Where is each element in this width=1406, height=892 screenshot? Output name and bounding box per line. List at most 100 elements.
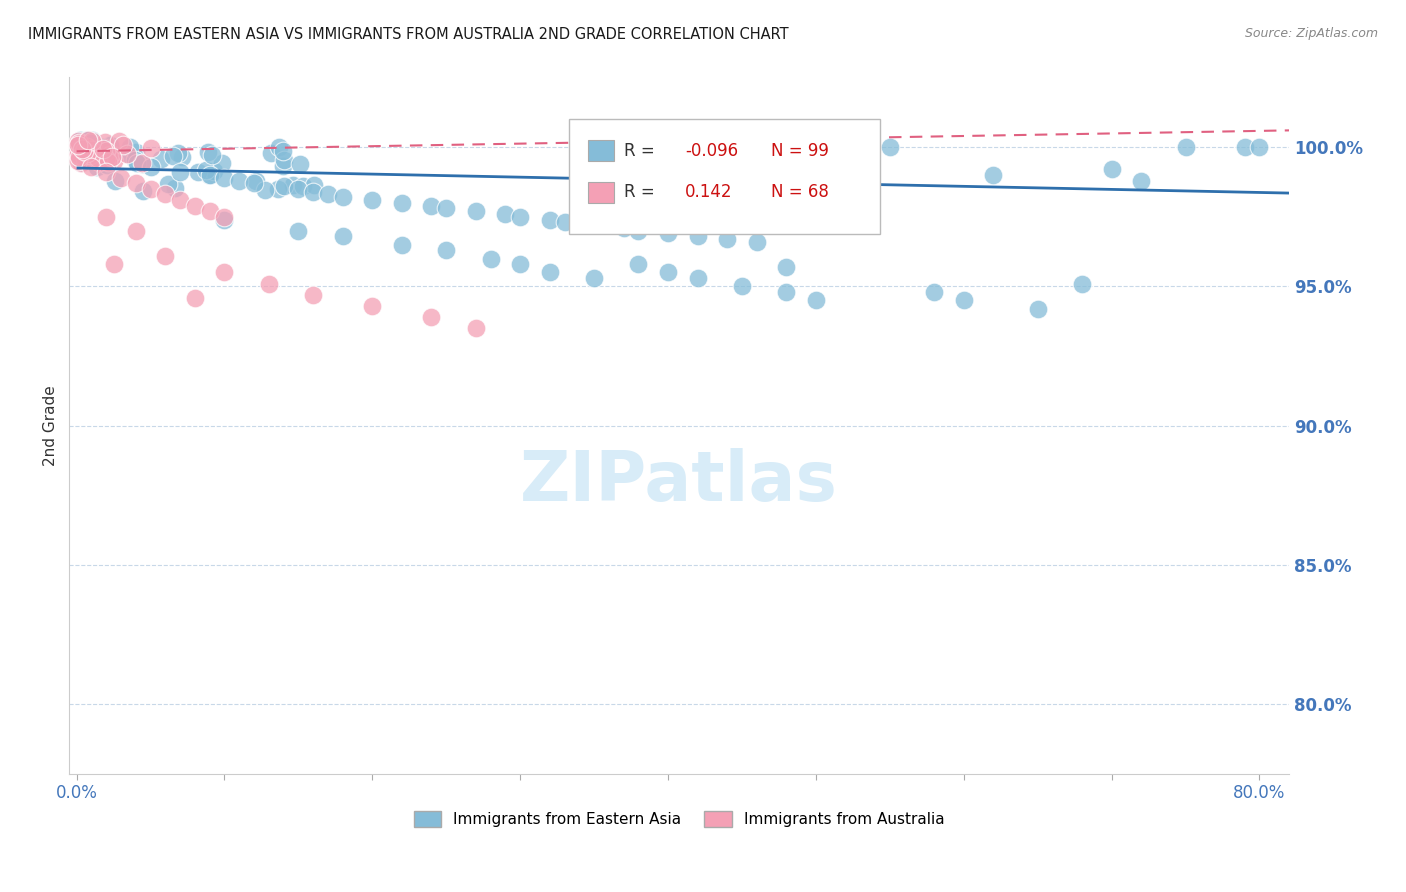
Point bbox=[96, 158, 118, 172]
Point bbox=[1174, 140, 1197, 154]
Point bbox=[101, 148, 124, 162]
Point bbox=[76, 145, 98, 160]
Point bbox=[434, 202, 457, 216]
Point bbox=[464, 321, 486, 335]
Point bbox=[1101, 162, 1123, 177]
Point bbox=[302, 185, 325, 199]
Point bbox=[76, 140, 98, 154]
Point bbox=[70, 153, 93, 167]
Point bbox=[775, 260, 797, 274]
Point bbox=[228, 173, 250, 187]
Point bbox=[69, 156, 91, 170]
Point bbox=[291, 178, 314, 193]
Point bbox=[211, 156, 233, 170]
Point bbox=[91, 142, 114, 156]
Point bbox=[156, 177, 179, 191]
Point bbox=[273, 153, 295, 168]
Text: IMMIGRANTS FROM EASTERN ASIA VS IMMIGRANTS FROM AUSTRALIA 2ND GRADE CORRELATION : IMMIGRANTS FROM EASTERN ASIA VS IMMIGRAN… bbox=[28, 27, 789, 42]
Point bbox=[131, 156, 153, 170]
Point bbox=[879, 140, 901, 154]
Point bbox=[287, 224, 309, 238]
Point bbox=[155, 187, 177, 202]
Point bbox=[69, 141, 91, 155]
Point bbox=[69, 146, 91, 161]
Point bbox=[97, 155, 120, 169]
Point bbox=[103, 153, 125, 168]
Point bbox=[125, 145, 148, 159]
Point bbox=[267, 182, 290, 196]
Point bbox=[94, 144, 117, 158]
Point bbox=[67, 154, 90, 169]
Point bbox=[201, 147, 224, 161]
Point bbox=[79, 147, 101, 161]
Point bbox=[214, 212, 236, 227]
Point bbox=[80, 150, 103, 164]
Point bbox=[538, 265, 561, 279]
Point bbox=[169, 193, 191, 207]
Point bbox=[94, 152, 117, 166]
Point bbox=[150, 152, 173, 166]
Point bbox=[67, 134, 90, 148]
Point bbox=[98, 148, 121, 162]
Point bbox=[67, 150, 90, 164]
Point bbox=[361, 299, 384, 313]
Point bbox=[245, 174, 267, 188]
Point bbox=[304, 178, 326, 193]
Point bbox=[69, 150, 91, 164]
Point bbox=[1130, 173, 1153, 187]
Point bbox=[80, 146, 103, 161]
Point bbox=[70, 142, 93, 156]
Point bbox=[104, 174, 127, 188]
Point bbox=[69, 149, 91, 163]
Point bbox=[67, 138, 90, 153]
Point bbox=[118, 140, 141, 154]
Point bbox=[103, 257, 125, 271]
Point bbox=[83, 145, 105, 159]
Point bbox=[583, 218, 606, 232]
Point bbox=[89, 155, 111, 169]
Point bbox=[76, 146, 98, 161]
Point bbox=[73, 145, 96, 159]
Point bbox=[613, 220, 636, 235]
Point bbox=[391, 237, 413, 252]
Point bbox=[420, 310, 443, 324]
Point bbox=[243, 177, 266, 191]
Text: R =: R = bbox=[624, 184, 665, 202]
Point bbox=[686, 271, 709, 285]
Point bbox=[98, 138, 121, 153]
Point bbox=[202, 164, 225, 178]
Bar bbox=[588, 140, 614, 161]
Point bbox=[108, 134, 131, 148]
Point bbox=[434, 243, 457, 257]
Point bbox=[139, 140, 162, 154]
Point bbox=[72, 153, 94, 167]
Point bbox=[69, 148, 91, 162]
Point bbox=[538, 212, 561, 227]
Point bbox=[1071, 277, 1094, 291]
Point bbox=[260, 146, 283, 161]
Point bbox=[332, 190, 354, 204]
Point bbox=[281, 178, 304, 192]
Point bbox=[184, 291, 207, 305]
Point bbox=[184, 199, 207, 213]
Point bbox=[96, 210, 118, 224]
Point bbox=[79, 142, 101, 156]
Text: Source: ZipAtlas.com: Source: ZipAtlas.com bbox=[1244, 27, 1378, 40]
Text: ZIPatlas: ZIPatlas bbox=[520, 448, 838, 515]
Point bbox=[67, 138, 90, 153]
Point bbox=[90, 139, 112, 153]
Point bbox=[82, 134, 104, 148]
Point bbox=[731, 279, 754, 293]
Point bbox=[1249, 140, 1271, 154]
Point bbox=[125, 224, 148, 238]
Point bbox=[198, 168, 221, 182]
Point bbox=[69, 154, 91, 169]
Point bbox=[79, 151, 101, 165]
Point bbox=[657, 227, 679, 241]
Point bbox=[155, 249, 177, 263]
Point bbox=[86, 160, 108, 174]
Point bbox=[775, 285, 797, 299]
Point bbox=[332, 229, 354, 244]
Point bbox=[716, 232, 738, 246]
Point bbox=[72, 140, 94, 154]
